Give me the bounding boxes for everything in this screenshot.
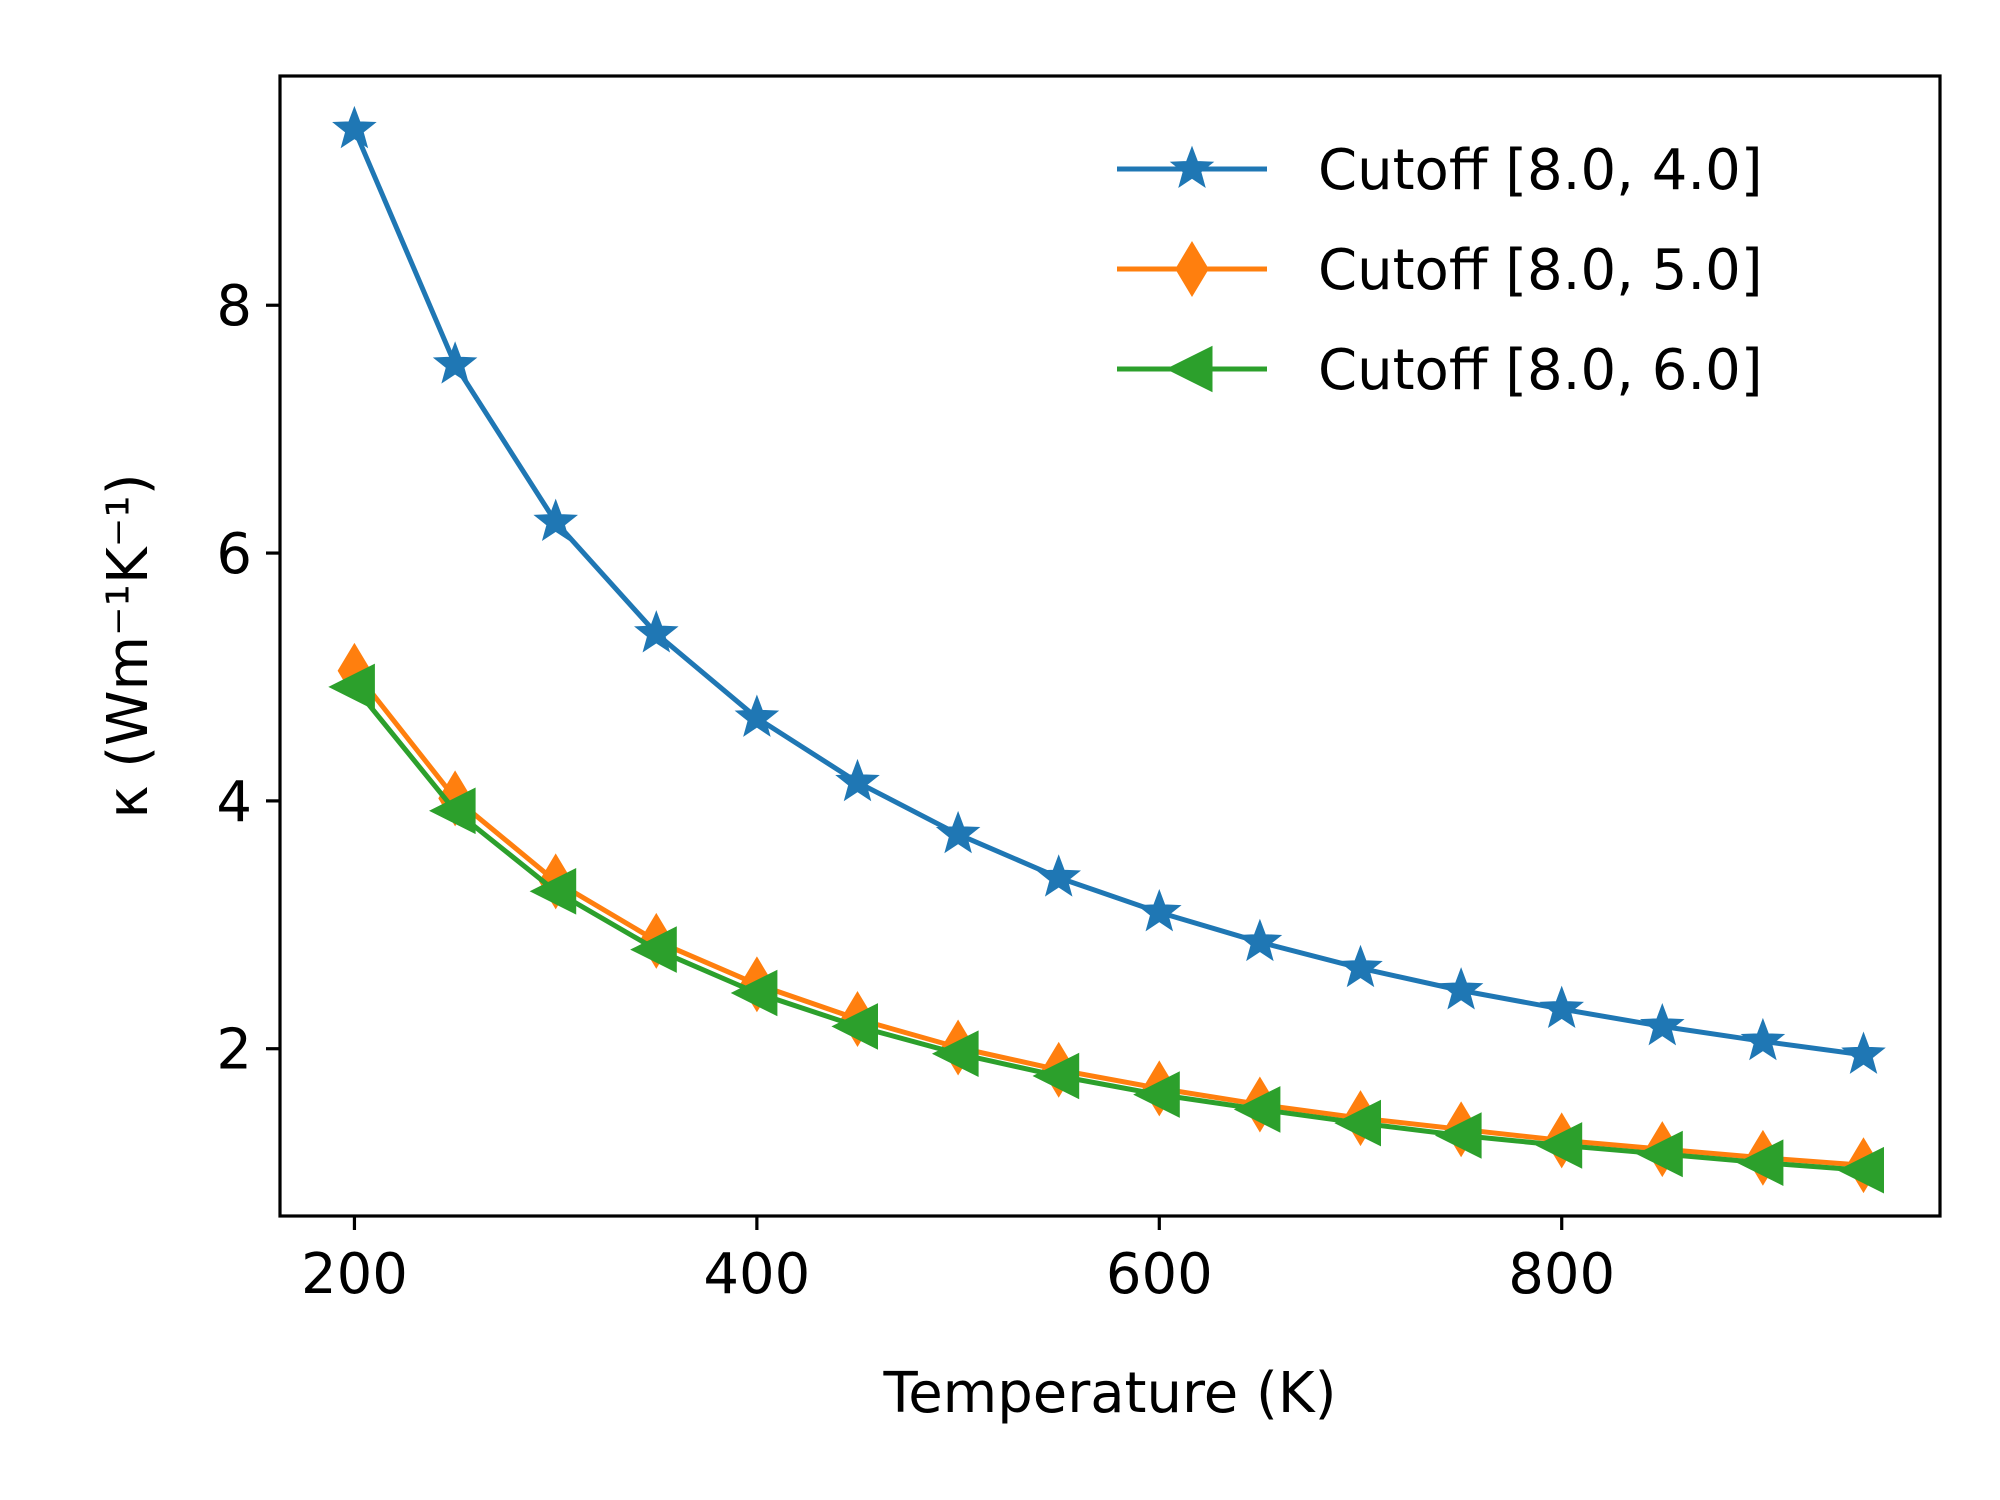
data-point — [1736, 1139, 1784, 1187]
data-point — [1640, 1002, 1685, 1046]
series-line — [352, 128, 1864, 1058]
data-point — [432, 341, 478, 384]
series-3 — [328, 663, 1884, 1194]
legend-item: Cutoff [8.0, 4.0] — [1117, 138, 1763, 203]
legend-label: Cutoff [8.0, 4.0] — [1318, 138, 1763, 203]
legend-label: Cutoff [8.0, 6.0] — [1318, 338, 1763, 403]
data-point — [1837, 1146, 1884, 1194]
y-tick-label: 6 — [216, 522, 252, 587]
plot-frame — [278, 74, 1942, 1218]
legend-marker — [1169, 145, 1215, 188]
data-point — [1434, 1112, 1482, 1159]
series-1 — [332, 105, 1886, 1074]
data-point — [332, 105, 377, 149]
data-point — [1233, 1086, 1281, 1133]
y-tick-label: 2 — [216, 1018, 252, 1083]
legend-marker — [1175, 241, 1209, 297]
legend-marker — [1165, 345, 1213, 393]
data-point — [533, 498, 578, 542]
y-tick-label: 8 — [216, 274, 252, 339]
data-point — [1334, 1099, 1381, 1147]
y-axis-label: κ (Wm⁻¹K⁻¹) — [96, 473, 161, 818]
data-point — [1539, 985, 1584, 1029]
data-point — [734, 694, 780, 737]
data-point — [428, 787, 476, 835]
data-point — [1133, 1071, 1180, 1118]
data-point — [1237, 918, 1283, 962]
data-point — [1137, 888, 1182, 932]
data-point — [634, 610, 679, 653]
ticks-layer: 200 400 600 800 2 4 6 8 — [216, 274, 1615, 1307]
series-layer — [328, 105, 1886, 1194]
x-tick-label: 800 — [1508, 1242, 1615, 1307]
x-tick-label: 400 — [703, 1242, 810, 1307]
data-point — [730, 969, 778, 1017]
legend-item: Cutoff [8.0, 5.0] — [1117, 238, 1763, 303]
data-point — [935, 810, 981, 854]
data-point — [1036, 854, 1081, 897]
legend-item: Cutoff [8.0, 6.0] — [1117, 338, 1763, 403]
data-point — [1032, 1052, 1080, 1100]
series-line — [352, 669, 1864, 1168]
data-point — [1438, 967, 1484, 1010]
x-tick-label: 600 — [1106, 1242, 1213, 1307]
data-point — [835, 758, 880, 802]
data-point — [1841, 1031, 1886, 1074]
legend: Cutoff [8.0, 4.0] Cutoff [8.0, 5.0] Cutoff… — [1117, 138, 1763, 403]
legend-label: Cutoff [8.0, 5.0] — [1318, 238, 1763, 303]
data-point — [328, 663, 375, 711]
x-axis-label: Temperature (K) — [883, 1361, 1337, 1426]
data-point — [1535, 1122, 1583, 1169]
data-point — [529, 867, 577, 915]
y-tick-label: 4 — [216, 770, 252, 835]
series-line — [352, 685, 1864, 1173]
x-tick-label: 200 — [301, 1242, 408, 1307]
data-point — [1636, 1130, 1683, 1178]
data-point — [931, 1030, 979, 1078]
data-point — [1740, 1017, 1786, 1061]
data-point — [831, 1003, 878, 1050]
data-point — [630, 926, 677, 973]
data-point — [1338, 944, 1383, 988]
